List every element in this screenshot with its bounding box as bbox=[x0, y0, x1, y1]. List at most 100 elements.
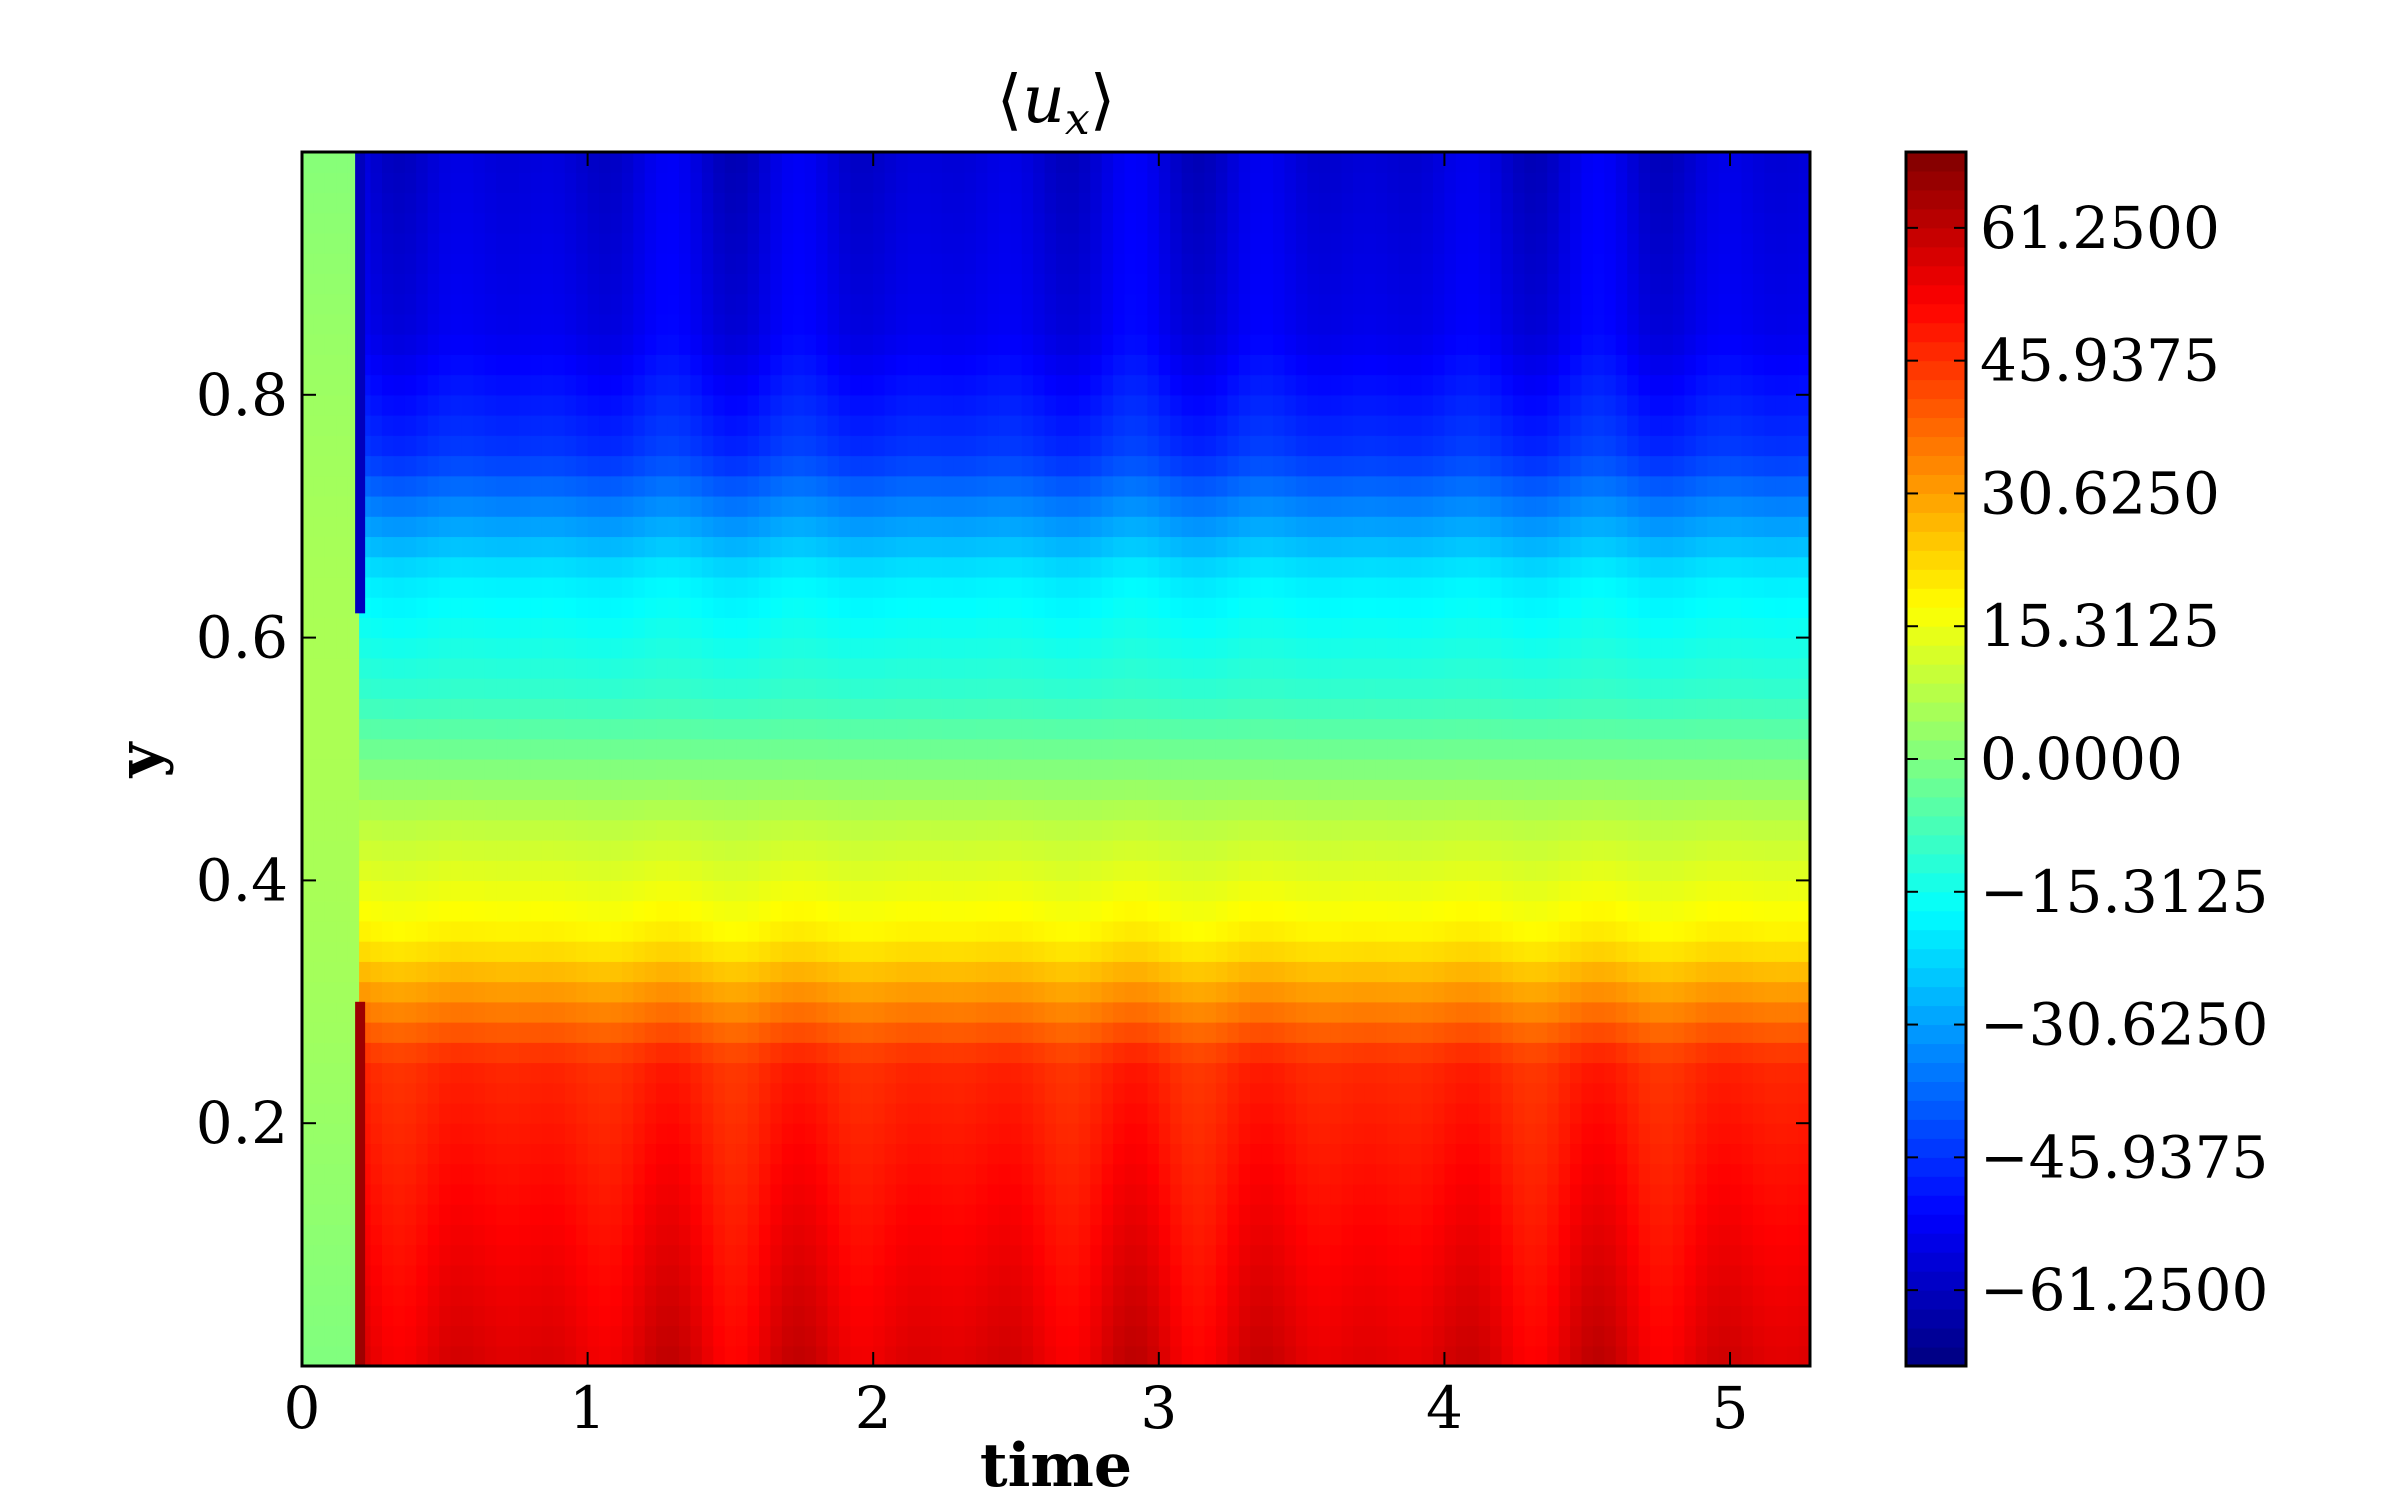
heatmap-cell bbox=[484, 516, 497, 538]
heatmap-cell bbox=[393, 1082, 406, 1104]
heatmap-cell bbox=[941, 880, 954, 902]
heatmap-cell bbox=[953, 920, 966, 942]
heatmap-cell bbox=[713, 192, 726, 214]
heatmap-cell bbox=[793, 880, 806, 902]
heatmap-cell bbox=[541, 1163, 554, 1185]
heatmap-cell bbox=[1250, 1264, 1263, 1286]
heatmap-cell bbox=[724, 516, 737, 538]
heatmap-cell bbox=[1101, 576, 1114, 598]
heatmap-cell bbox=[576, 698, 589, 720]
heatmap-cell bbox=[976, 313, 989, 335]
heatmap-cell bbox=[381, 779, 394, 801]
heatmap-cell bbox=[976, 435, 989, 457]
heatmap-cell bbox=[930, 597, 943, 618]
heatmap-cell bbox=[381, 516, 394, 538]
heatmap-cell bbox=[610, 556, 623, 578]
heatmap-cell bbox=[667, 1204, 680, 1225]
heatmap-cell bbox=[907, 536, 920, 558]
heatmap-cell bbox=[1181, 1123, 1194, 1145]
heatmap-cell bbox=[861, 415, 874, 436]
heatmap-cell bbox=[838, 354, 851, 376]
heatmap-cell bbox=[1033, 313, 1046, 335]
heatmap-cell bbox=[1181, 1042, 1194, 1064]
heatmap-cell bbox=[302, 1183, 315, 1205]
heatmap-cell bbox=[1193, 1285, 1206, 1306]
heatmap-cell bbox=[541, 374, 554, 396]
heatmap-cell bbox=[1250, 1244, 1263, 1266]
heatmap-cell bbox=[302, 232, 315, 254]
heatmap-cell bbox=[576, 1082, 589, 1104]
heatmap-cell bbox=[1170, 374, 1183, 396]
heatmap-cell bbox=[679, 860, 692, 881]
heatmap-cell bbox=[576, 1325, 589, 1347]
heatmap-cell bbox=[701, 900, 714, 922]
heatmap-cell bbox=[507, 1082, 520, 1104]
heatmap-cell bbox=[1090, 192, 1103, 214]
heatmap-cell bbox=[644, 1285, 657, 1306]
heatmap-cell bbox=[381, 354, 394, 376]
heatmap-cell bbox=[1227, 1264, 1240, 1286]
heatmap-cell bbox=[1158, 738, 1171, 760]
heatmap-cell bbox=[953, 738, 966, 760]
heatmap-cell bbox=[1033, 981, 1046, 1003]
heatmap-cell bbox=[770, 495, 783, 517]
heatmap-cell bbox=[530, 394, 543, 416]
heatmap-cell bbox=[964, 961, 977, 983]
heatmap-cell bbox=[667, 1042, 680, 1064]
heatmap-cell bbox=[918, 1163, 931, 1185]
heatmap-cell bbox=[644, 1022, 657, 1043]
heatmap-cell bbox=[679, 1325, 692, 1347]
heatmap-cell bbox=[416, 1204, 429, 1225]
heatmap-cell bbox=[1044, 576, 1057, 598]
heatmap-cell bbox=[496, 475, 509, 497]
heatmap-cell bbox=[621, 1062, 634, 1084]
heatmap-cell bbox=[690, 1022, 703, 1043]
heatmap-cell bbox=[1067, 617, 1080, 639]
heatmap-cell bbox=[667, 981, 680, 1003]
heatmap-cell bbox=[724, 1264, 737, 1286]
heatmap-cell bbox=[713, 920, 726, 942]
heatmap-cell bbox=[473, 657, 486, 679]
heatmap-cell bbox=[1101, 779, 1114, 801]
heatmap-cell bbox=[747, 455, 760, 477]
heatmap-cell bbox=[507, 920, 520, 942]
heatmap-cell bbox=[359, 657, 372, 679]
heatmap-cell bbox=[953, 1204, 966, 1225]
heatmap-cell bbox=[427, 1102, 440, 1124]
heatmap-cell bbox=[804, 536, 817, 558]
heatmap-cell bbox=[564, 475, 577, 497]
heatmap-cell bbox=[679, 1143, 692, 1165]
heatmap-cell bbox=[953, 779, 966, 801]
heatmap-cell bbox=[861, 192, 874, 214]
heatmap-cell bbox=[998, 678, 1011, 699]
heatmap-cell bbox=[1078, 313, 1091, 335]
heatmap-cell bbox=[416, 981, 429, 1003]
heatmap-cell bbox=[850, 576, 863, 598]
heatmap-cell bbox=[736, 1244, 749, 1266]
heatmap-cell bbox=[1181, 495, 1194, 517]
heatmap-cell bbox=[621, 192, 634, 214]
heatmap-cell bbox=[1067, 637, 1080, 659]
heatmap-cell bbox=[827, 759, 840, 780]
heatmap-cell bbox=[964, 576, 977, 598]
heatmap-cell bbox=[576, 1285, 589, 1306]
heatmap-cell bbox=[1135, 1264, 1148, 1286]
heatmap-cell bbox=[381, 455, 394, 477]
heatmap-cell bbox=[793, 516, 806, 538]
heatmap-cell bbox=[816, 1022, 829, 1043]
heatmap-cell bbox=[507, 981, 520, 1003]
heatmap-cell bbox=[1170, 536, 1183, 558]
heatmap-cell bbox=[827, 779, 840, 801]
heatmap-cell bbox=[416, 1042, 429, 1064]
heatmap-cell bbox=[381, 1062, 394, 1084]
heatmap-cell bbox=[450, 941, 463, 962]
heatmap-cell bbox=[404, 799, 417, 821]
heatmap-cell bbox=[621, 597, 634, 618]
heatmap-cell bbox=[599, 617, 612, 639]
heatmap-cell bbox=[1147, 1123, 1160, 1145]
heatmap-cell bbox=[1090, 941, 1103, 962]
heatmap-cell bbox=[359, 718, 372, 740]
heatmap-cell bbox=[519, 475, 532, 497]
heatmap-cell bbox=[587, 1305, 600, 1327]
heatmap-cell bbox=[1135, 657, 1148, 679]
